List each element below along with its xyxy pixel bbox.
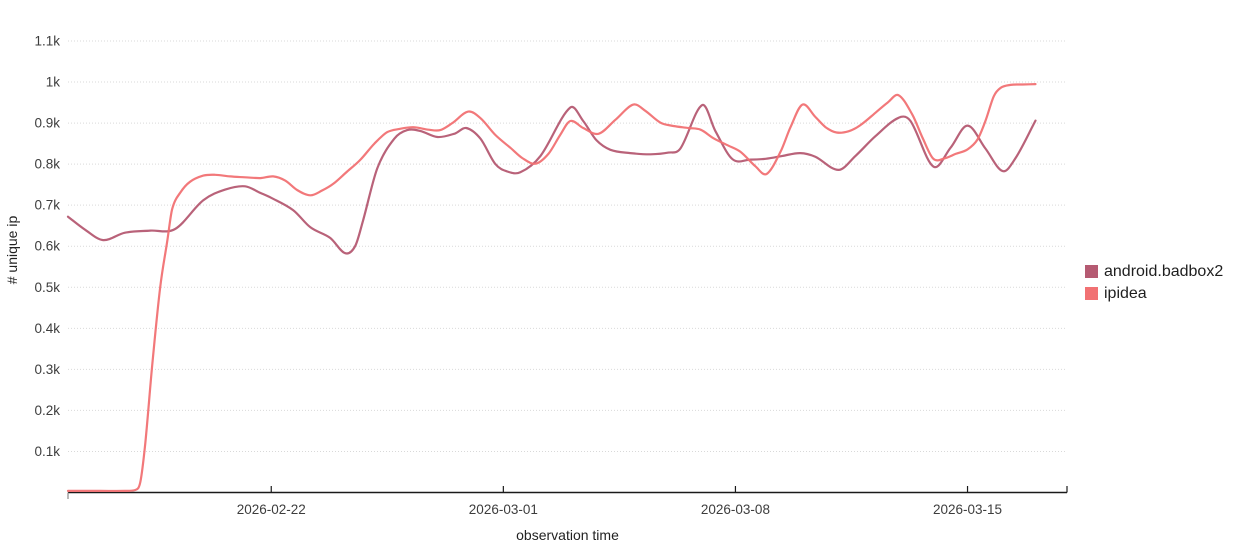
series-lines	[66, 83, 1037, 493]
legend-label-android-badbox2: android.badbox2	[1104, 263, 1224, 280]
y-tick-label: 1k	[46, 75, 61, 90]
legend-swatch-ipidea	[1085, 287, 1098, 300]
y-tick-label: 0.9k	[34, 116, 60, 131]
x-axis-title: observation time	[516, 527, 619, 543]
x-tick-label: 2026-02-22	[237, 502, 306, 517]
gridlines	[68, 40, 1067, 452]
y-tick-label: 0.8k	[34, 157, 60, 172]
y-tick-label: 0.1k	[34, 444, 60, 459]
legend-swatch-android-badbox2	[1085, 265, 1098, 278]
series-line-ipidea	[66, 83, 1037, 493]
legend-item-android-badbox2[interactable]: android.badbox2	[1085, 262, 1223, 281]
x-axis: 2026-02-22 2026-03-01 2026-03-08 2026-03-15	[67, 486, 1068, 517]
legend: android.badbox2 ipidea	[1085, 262, 1223, 303]
legend-item-ipidea[interactable]: ipidea	[1085, 284, 1223, 303]
series-line-android-badbox2	[66, 103, 1037, 255]
y-axis-tick-labels: 0.1k 0.2k 0.3k 0.4k 0.5k 0.6k 0.7k 0.8k 0.9k 1k 1.…	[34, 34, 60, 459]
y-tick-label: 0.5k	[34, 280, 60, 295]
x-tick-label: 2026-03-08	[701, 502, 770, 517]
y-tick-label: 0.4k	[34, 321, 60, 336]
y-axis-title: # unique ip	[4, 216, 20, 285]
y-tick-label: 0.3k	[34, 362, 60, 377]
y-tick-label: 0.6k	[34, 239, 60, 254]
y-tick-label: 0.2k	[34, 403, 60, 418]
x-tick-label: 2026-03-15	[933, 502, 1002, 517]
x-tick-label: 2026-03-01	[469, 502, 538, 517]
y-tick-label: 1.1k	[34, 34, 60, 49]
legend-label-ipidea: ipidea	[1104, 285, 1147, 302]
y-tick-label: 0.7k	[34, 198, 60, 213]
